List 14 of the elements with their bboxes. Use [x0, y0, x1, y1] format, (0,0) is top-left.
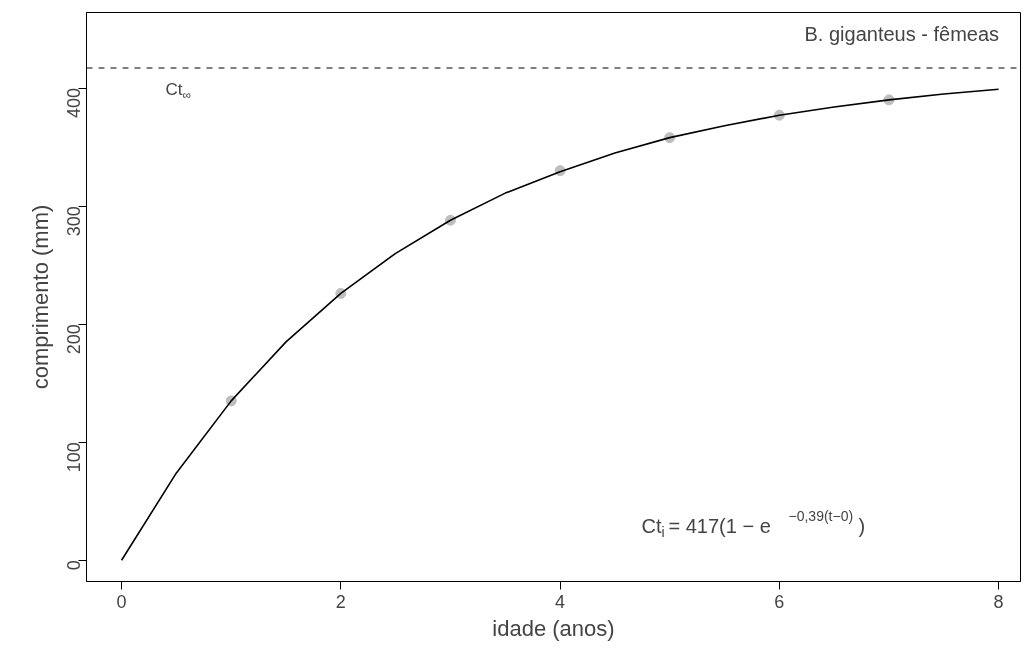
x-tick-label: 8 [993, 591, 1004, 612]
annotation: B. giganteus - fêmeas [804, 22, 1000, 45]
x-tick-label: 2 [335, 591, 346, 612]
y-tick-label: 300 [64, 206, 84, 237]
y-tick-label: 400 [64, 88, 84, 119]
x-tick-label: 6 [774, 591, 785, 612]
y-tick-label: 200 [64, 324, 84, 355]
ref-line-label: Ct∞ [165, 79, 191, 103]
y-axis-title: comprimento (mm) [27, 204, 53, 390]
y-tick-label: 0 [64, 560, 84, 571]
x-axis-title: idade (anos) [492, 615, 615, 641]
x-tick-label: 4 [555, 591, 566, 612]
x-tick-label: 0 [116, 591, 127, 612]
y-tick-label: 100 [64, 442, 84, 473]
